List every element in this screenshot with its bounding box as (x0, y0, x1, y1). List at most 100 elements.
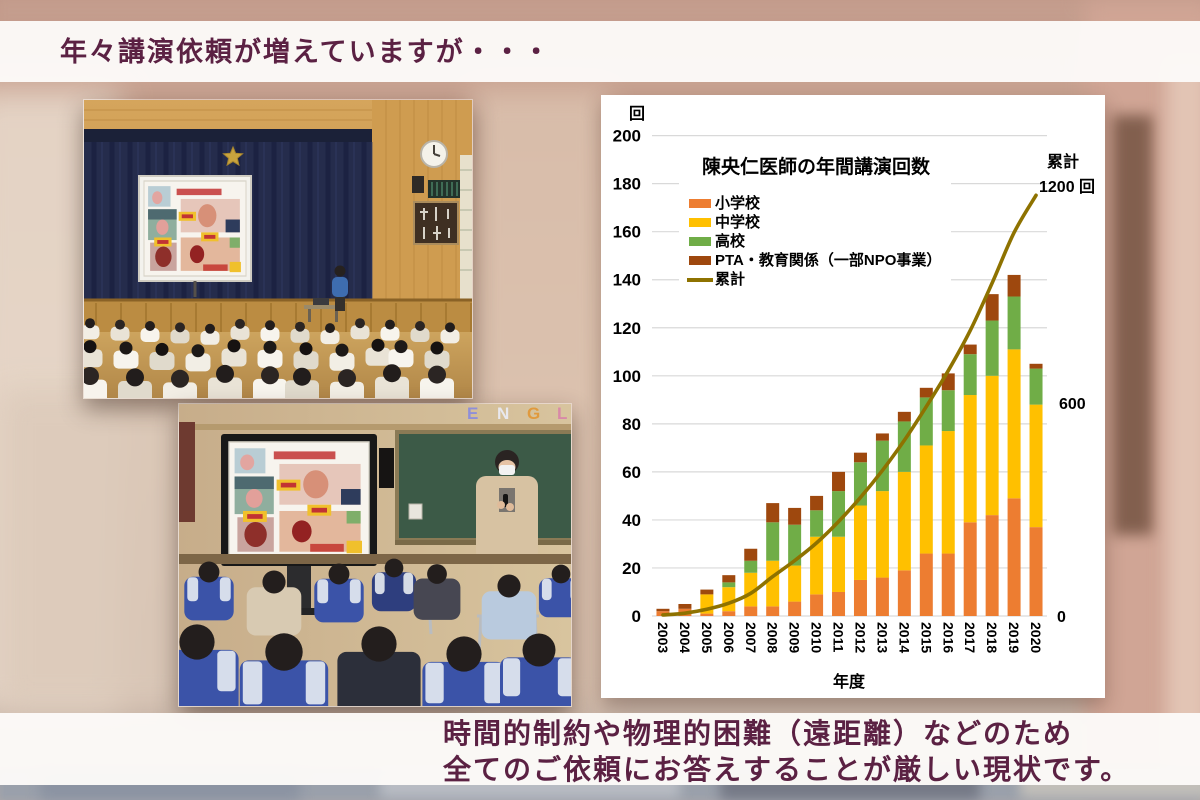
bar-segment (985, 294, 999, 321)
bar-segment (722, 575, 736, 583)
audience-person (208, 364, 242, 398)
bar-segment (941, 390, 955, 432)
lecturer-figure (304, 265, 348, 322)
svg-text:100: 100 (613, 367, 641, 386)
bar-segment (963, 354, 977, 396)
svg-text:60: 60 (622, 463, 641, 482)
svg-text:2016: 2016 (940, 622, 956, 653)
audience-person (293, 342, 319, 370)
svg-text:180: 180 (613, 175, 641, 194)
lecture-count-chart: 0 20 40 60 80 100 120 140 160 180 200 回陳央仁医師の年間講演回数… (613, 105, 1095, 691)
bar-segment (722, 582, 736, 588)
legend-mask (679, 143, 951, 295)
svg-text:160: 160 (613, 223, 641, 242)
bar-segment (875, 491, 889, 578)
audience-person (424, 341, 450, 369)
svg-text:累計: 累計 (1047, 152, 1079, 171)
audience-person (200, 323, 220, 345)
svg-text:2020: 2020 (1028, 622, 1044, 653)
svg-text:2003: 2003 (655, 622, 671, 653)
audience-person (260, 320, 280, 342)
x-axis-title: 年度 (833, 672, 866, 691)
audience-person (290, 321, 310, 343)
footer-line-2: 全てのご依頼にお答えすることが厳しい現状です。 (443, 754, 1131, 785)
bar-segment (678, 603, 692, 609)
light-switch (408, 503, 423, 520)
bar-segment (897, 411, 911, 422)
audience-person (365, 338, 391, 366)
vent-slats (431, 182, 458, 196)
svg-text:600: 600 (1059, 396, 1086, 413)
svg-text:40: 40 (622, 511, 641, 530)
student-figure (371, 558, 417, 612)
audience-person (320, 323, 340, 345)
bar-segment (722, 611, 736, 616)
bar-segment (941, 431, 955, 554)
bar-segment (766, 503, 780, 523)
svg-text:2009: 2009 (787, 622, 803, 653)
wall-letter: E (467, 404, 478, 423)
bar-segment (963, 344, 977, 355)
svg-text:200: 200 (613, 127, 641, 146)
shelf (179, 554, 571, 564)
projector (313, 298, 329, 305)
wall-letter: G (527, 404, 540, 423)
audience-person (149, 342, 175, 370)
svg-text:2018: 2018 (984, 622, 1000, 653)
bar-segment (941, 553, 955, 616)
left-axis-labels: 0 20 40 60 80 100 120 140 160 180 200 回 (613, 105, 645, 626)
bar-segment (722, 587, 736, 612)
bar-segment (788, 507, 802, 525)
bar-segment (832, 491, 846, 537)
audience-person (375, 364, 409, 398)
bar-segment (897, 471, 911, 571)
calligraphy-marks (420, 207, 450, 240)
cumulative-line (661, 193, 1038, 617)
svg-text:2014: 2014 (896, 622, 912, 653)
student-figure (314, 563, 364, 623)
gym-photo-illustration (84, 100, 472, 398)
bar-segment (1007, 274, 1021, 297)
student-figure (239, 633, 329, 706)
svg-text:2007: 2007 (743, 622, 759, 653)
bar-segment (963, 395, 977, 523)
audience-person (140, 321, 160, 342)
bar-segment (985, 320, 999, 376)
bar-segment (832, 536, 846, 592)
x-axis-labels: 2003 2004 2005 2006 2007 2008 2009 2010 2011 2012… (655, 622, 1044, 653)
svg-text:PTA・教育関係（一部NPO事業）: PTA・教育関係（一部NPO事業） (715, 251, 941, 269)
svg-text:2006: 2006 (721, 622, 737, 653)
gym-lecture-photo (83, 99, 473, 399)
student-figure (246, 570, 302, 636)
bar-segment (656, 608, 670, 612)
footer-line-1: 時間的制約や物理的困難（遠距離）などのため (443, 718, 1074, 749)
bar-segment (875, 433, 889, 441)
svg-text:1200 回: 1200 回 (1039, 178, 1095, 196)
slide-on-screen (143, 180, 247, 277)
svg-text:0: 0 (1057, 609, 1066, 626)
svg-text:2011: 2011 (831, 622, 847, 653)
audience-person (380, 319, 400, 341)
svg-text:2012: 2012 (852, 622, 868, 653)
bar-segment (1007, 349, 1021, 499)
svg-text:中学校: 中学校 (715, 213, 761, 231)
bar-segment (919, 553, 933, 616)
student-figure (337, 626, 421, 706)
svg-text:2015: 2015 (918, 622, 934, 653)
svg-text:2008: 2008 (765, 622, 781, 653)
audience-person (388, 340, 414, 368)
audience-person (253, 366, 287, 398)
slide-title: 年々講演依頼が増えていますが・・・ (60, 37, 552, 67)
bar-segment (1029, 363, 1043, 369)
wall-letter: L (557, 404, 567, 423)
right-wall-planks (385, 100, 457, 299)
star-icon (222, 145, 244, 167)
stage-front (84, 299, 472, 332)
bar-segment (853, 452, 867, 463)
bar-segment (810, 536, 824, 595)
bar-segment (700, 589, 714, 595)
svg-text:2005: 2005 (699, 622, 715, 653)
bar-segment (875, 577, 889, 616)
bar-segment (985, 515, 999, 616)
bar-segment (788, 565, 802, 602)
